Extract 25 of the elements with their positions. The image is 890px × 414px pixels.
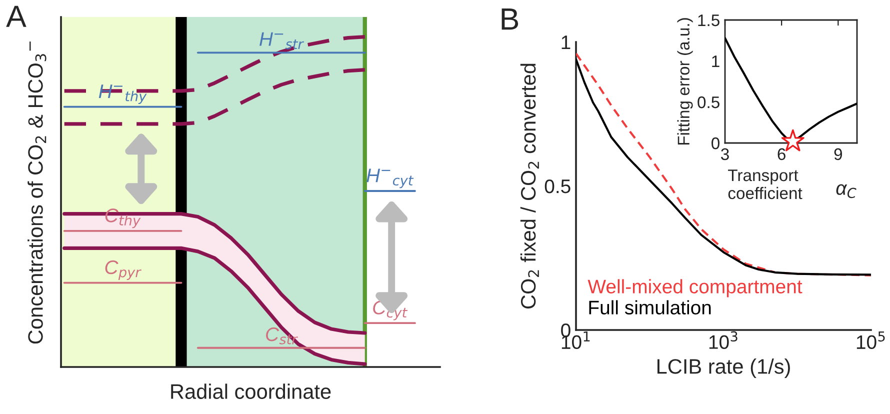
x-tick-label: 6: [778, 148, 786, 160]
y-axis-title: Fitting error (a.u.): [677, 18, 693, 144]
text: B: [502, 8, 518, 30]
y-tick-label: 0.5: [698, 96, 720, 108]
text: Full simulation: [589, 300, 711, 314]
x-tick-label: 3: [721, 148, 729, 160]
series-label: H$^{−}$$_{thy}$: [98, 84, 147, 104]
x-tick-label: 9: [834, 148, 842, 160]
y-tick-label: 0.5: [544, 179, 570, 194]
series-label: H$^{−}$$_{str}$: [260, 32, 304, 50]
annotation: α$_{C}$: [836, 184, 856, 198]
series-label: Well-mixed compartment: [588, 279, 802, 298]
y-axis-title: Concentrations of CO$_{2}$ & HCO$_{3}$$^{−}$: [28, 42, 46, 344]
y-tick-label: 1: [562, 36, 570, 50]
y-tick-label: 0: [712, 137, 720, 150]
x-tick-label: 10$^{5}$: [856, 331, 885, 350]
y-tick-label: 1.5: [698, 14, 720, 26]
x-axis-title: LCIB rate (1/s): [657, 358, 790, 378]
text: A: [6, 6, 26, 27]
x-axis-title: Radial coordinate: [171, 384, 331, 399]
y-axis-title: CO$_{2}$ fixed / CO$_{2}$ converted: [520, 64, 539, 308]
x-axis-title: Transport coefficient: [728, 170, 802, 200]
x-tick-label: 10$^{3}$: [709, 331, 738, 349]
y-tick-label: 1: [712, 56, 720, 68]
series-label: C$_{pyr}$: [105, 260, 142, 280]
